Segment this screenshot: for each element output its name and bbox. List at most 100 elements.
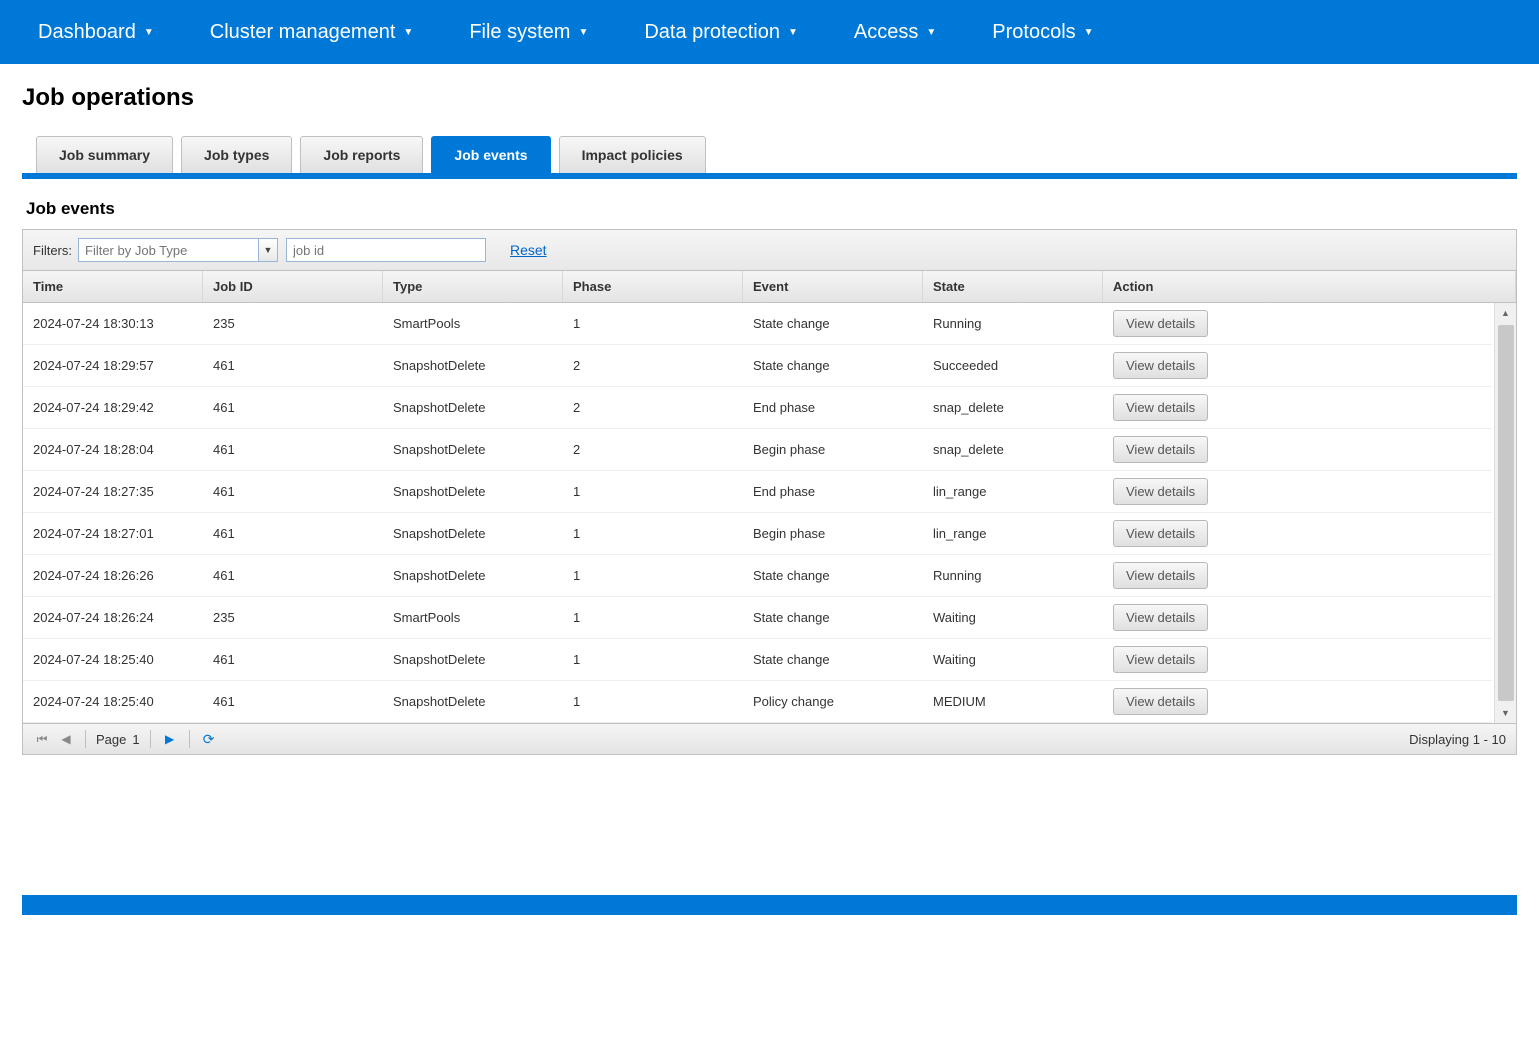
cell-jobid: 461 — [203, 400, 383, 415]
view-details-button[interactable]: View details — [1113, 520, 1208, 547]
scroll-thumb[interactable] — [1498, 325, 1514, 701]
nav-item-label: Access — [854, 21, 918, 44]
nav-item-cluster-management[interactable]: Cluster management▼ — [182, 21, 442, 44]
chevron-down-icon: ▼ — [926, 27, 936, 38]
prev-page-icon: ◀ — [61, 732, 70, 746]
cell-state: Succeeded — [923, 358, 1103, 373]
view-details-button[interactable]: View details — [1113, 310, 1208, 337]
tabstrip: Job summaryJob typesJob reportsJob event… — [22, 136, 1517, 179]
cell-action: View details — [1103, 310, 1492, 337]
view-details-button[interactable]: View details — [1113, 604, 1208, 631]
grid-body: 2024-07-24 18:30:13235SmartPools1State c… — [23, 303, 1516, 723]
page-first-button[interactable]: ⏮ — [33, 730, 51, 748]
cell-jobid: 235 — [203, 316, 383, 331]
cell-event: State change — [743, 610, 923, 625]
cell-phase: 1 — [563, 652, 743, 667]
cell-type: SnapshotDelete — [383, 652, 563, 667]
tab-job-types[interactable]: Job types — [181, 136, 292, 173]
nav-item-file-system[interactable]: File system▼ — [441, 21, 616, 44]
view-details-button[interactable]: View details — [1113, 688, 1208, 715]
cell-type: SnapshotDelete — [383, 400, 563, 415]
nav-item-protocols[interactable]: Protocols▼ — [964, 21, 1121, 44]
page-next-button[interactable]: ▶ — [161, 730, 179, 748]
cell-action: View details — [1103, 562, 1492, 589]
chevron-down-icon: ▼ — [578, 27, 588, 38]
cell-state: lin_range — [923, 484, 1103, 499]
jobid-input[interactable] — [286, 238, 486, 262]
tab-job-summary[interactable]: Job summary — [36, 136, 173, 173]
view-details-button[interactable]: View details — [1113, 436, 1208, 463]
vertical-scrollbar[interactable]: ▲ ▼ — [1494, 303, 1516, 723]
page-prev-button[interactable]: ◀ — [57, 730, 75, 748]
cell-event: Policy change — [743, 694, 923, 709]
column-header-action[interactable]: Action — [1103, 271, 1516, 302]
cell-event: End phase — [743, 484, 923, 499]
nav-item-data-protection[interactable]: Data protection▼ — [616, 21, 826, 44]
cell-phase: 1 — [563, 484, 743, 499]
scroll-up-icon[interactable]: ▲ — [1495, 303, 1516, 323]
column-header-event[interactable]: Event — [743, 271, 923, 302]
column-header-state[interactable]: State — [923, 271, 1103, 302]
table-row: 2024-07-24 18:25:40461SnapshotDelete1Sta… — [23, 639, 1492, 681]
view-details-button[interactable]: View details — [1113, 352, 1208, 379]
tab-job-reports[interactable]: Job reports — [300, 136, 423, 173]
cell-phase: 1 — [563, 316, 743, 331]
table-row: 2024-07-24 18:26:24235SmartPools1State c… — [23, 597, 1492, 639]
cell-time: 2024-07-24 18:25:40 — [23, 652, 203, 667]
cell-state: Running — [923, 316, 1103, 331]
cell-event: State change — [743, 316, 923, 331]
cell-time: 2024-07-24 18:29:42 — [23, 400, 203, 415]
cell-phase: 2 — [563, 358, 743, 373]
tab-impact-policies[interactable]: Impact policies — [559, 136, 706, 173]
cell-time: 2024-07-24 18:27:01 — [23, 526, 203, 541]
grid-panel: Filters: ▼ Reset TimeJob IDTypePhaseEven… — [22, 229, 1517, 755]
pager: ⏮ ◀ Page 1 ▶ ⟳ Displaying 1 - 10 — [23, 723, 1516, 754]
cell-action: View details — [1103, 394, 1492, 421]
view-details-button[interactable]: View details — [1113, 562, 1208, 589]
cell-event: State change — [743, 568, 923, 583]
table-row: 2024-07-24 18:26:26461SnapshotDelete1Sta… — [23, 555, 1492, 597]
column-header-type[interactable]: Type — [383, 271, 563, 302]
jobtype-combo: ▼ — [78, 238, 278, 262]
cell-phase: 1 — [563, 526, 743, 541]
cell-action: View details — [1103, 604, 1492, 631]
cell-jobid: 461 — [203, 652, 383, 667]
jobtype-dropdown-button[interactable]: ▼ — [258, 238, 278, 262]
filters-label: Filters: — [33, 243, 72, 258]
cell-time: 2024-07-24 18:27:35 — [23, 484, 203, 499]
cell-state: lin_range — [923, 526, 1103, 541]
cell-jobid: 461 — [203, 442, 383, 457]
tab-job-events[interactable]: Job events — [431, 136, 550, 173]
jobtype-input[interactable] — [78, 238, 258, 262]
nav-item-label: Cluster management — [210, 21, 396, 44]
column-header-jobid[interactable]: Job ID — [203, 271, 383, 302]
cell-type: SnapshotDelete — [383, 694, 563, 709]
cell-type: SmartPools — [383, 610, 563, 625]
nav-item-access[interactable]: Access ▼ — [826, 21, 964, 44]
view-details-button[interactable]: View details — [1113, 478, 1208, 505]
first-page-icon: ⏮ — [37, 732, 48, 747]
separator — [85, 730, 86, 748]
scroll-down-icon[interactable]: ▼ — [1495, 703, 1516, 723]
cell-action: View details — [1103, 478, 1492, 505]
table-row: 2024-07-24 18:28:04461SnapshotDelete2Beg… — [23, 429, 1492, 471]
refresh-icon: ⟳ — [203, 731, 215, 748]
reset-link[interactable]: Reset — [510, 242, 547, 258]
cell-phase: 1 — [563, 694, 743, 709]
cell-action: View details — [1103, 688, 1492, 715]
view-details-button[interactable]: View details — [1113, 646, 1208, 673]
filter-bar: Filters: ▼ Reset — [23, 230, 1516, 271]
cell-phase: 1 — [563, 568, 743, 583]
column-header-phase[interactable]: Phase — [563, 271, 743, 302]
column-header-time[interactable]: Time — [23, 271, 203, 302]
footer-bar — [22, 895, 1517, 915]
nav-item-dashboard[interactable]: Dashboard▼ — [10, 21, 182, 44]
cell-type: SnapshotDelete — [383, 442, 563, 457]
table-row: 2024-07-24 18:27:01461SnapshotDelete1Beg… — [23, 513, 1492, 555]
cell-event: State change — [743, 652, 923, 667]
cell-time: 2024-07-24 18:26:24 — [23, 610, 203, 625]
cell-action: View details — [1103, 352, 1492, 379]
refresh-button[interactable]: ⟳ — [200, 730, 218, 748]
view-details-button[interactable]: View details — [1113, 394, 1208, 421]
cell-jobid: 461 — [203, 358, 383, 373]
